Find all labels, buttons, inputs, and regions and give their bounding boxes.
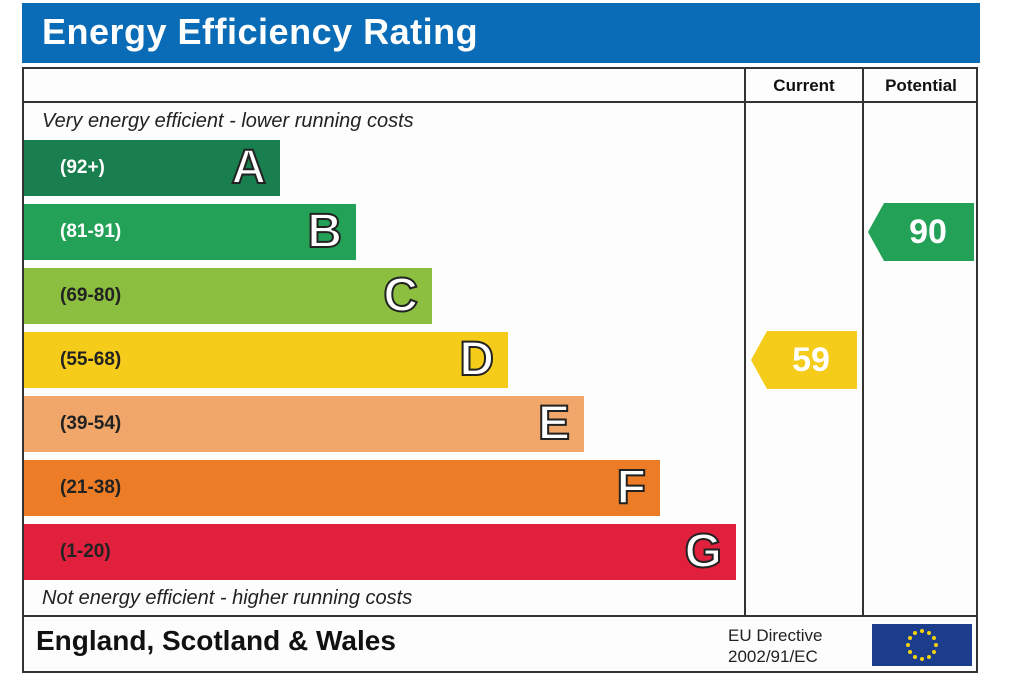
header-divider bbox=[22, 101, 978, 103]
band-e: (39-54) E bbox=[24, 396, 584, 452]
band-b: (81-91) B bbox=[24, 204, 356, 260]
band-d: (55-68) D bbox=[24, 332, 508, 388]
band-g: (1-20) G bbox=[24, 524, 736, 580]
band-a: (92+) A bbox=[24, 140, 280, 196]
potential-column-divider bbox=[862, 67, 864, 617]
band-range-label: (1-20) bbox=[60, 541, 111, 562]
eu-directive-line2: 2002/91/EC bbox=[728, 647, 818, 666]
current-column-header: Current bbox=[773, 76, 835, 95]
band-range-label: (39-54) bbox=[60, 413, 122, 434]
top-note: Very energy efficient - lower running co… bbox=[42, 110, 414, 132]
band-letter: B bbox=[306, 204, 343, 259]
band-letter: E bbox=[537, 396, 571, 451]
eu-flag-icon bbox=[872, 624, 972, 666]
eu-directive-text: EU Directive 2002/91/EC bbox=[728, 625, 822, 667]
eu-directive-line1: EU Directive bbox=[728, 626, 823, 645]
band-range-label: (81-91) bbox=[60, 221, 122, 242]
band-f: (21-38) F bbox=[24, 460, 660, 516]
band-letter: A bbox=[230, 140, 267, 195]
band-range-label: (92+) bbox=[60, 157, 105, 178]
rating-arrow-shape bbox=[868, 203, 974, 261]
footer-divider bbox=[22, 615, 978, 617]
current-column-divider bbox=[744, 67, 746, 617]
band-letter: G bbox=[684, 524, 723, 579]
rating-arrow-shape bbox=[751, 331, 857, 389]
band-letter: C bbox=[382, 268, 419, 323]
band-range-label: (55-68) bbox=[60, 349, 122, 370]
potential-rating-arrow: 90 bbox=[868, 203, 974, 261]
band-range-label: (21-38) bbox=[60, 477, 122, 498]
title-bar: Energy Efficiency Rating bbox=[22, 3, 980, 63]
band-c: (69-80) C bbox=[24, 268, 432, 324]
country-label: England, Scotland & Wales bbox=[36, 625, 396, 656]
band-letter: F bbox=[616, 460, 647, 515]
rating-value: 59 bbox=[792, 341, 830, 379]
chart-title: Energy Efficiency Rating bbox=[42, 11, 479, 52]
bottom-note: Not energy efficient - higher running co… bbox=[42, 587, 413, 609]
band-range-label: (69-80) bbox=[60, 285, 122, 306]
potential-column-header: Potential bbox=[885, 76, 957, 95]
rating-value: 90 bbox=[909, 213, 947, 251]
band-letter: D bbox=[458, 332, 495, 387]
current-rating-arrow: 59 bbox=[751, 331, 857, 389]
